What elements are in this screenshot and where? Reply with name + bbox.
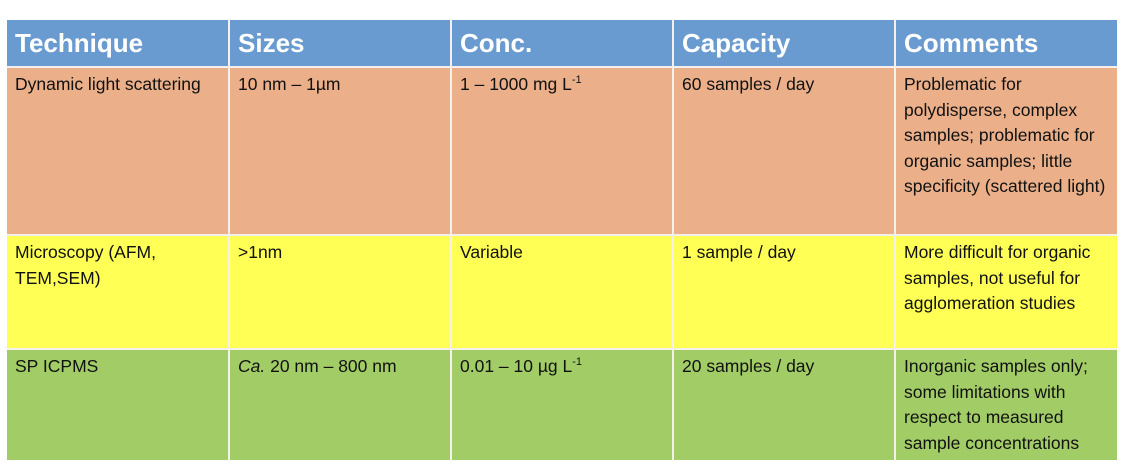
header-capacity: Capacity <box>672 20 896 68</box>
cell-comments: Inorganic samples only; some limitations… <box>894 348 1117 460</box>
conc-exponent: -1 <box>571 74 582 86</box>
conc-value: Variable <box>460 242 523 262</box>
cell-technique: Microscopy (AFM, TEM,SEM) <box>7 234 230 350</box>
header-comments: Comments <box>894 20 1117 68</box>
conc-value: 0.01 – 10 µg L <box>460 356 573 376</box>
cell-comments: More difficult for organic samples, not … <box>894 234 1117 350</box>
cell-sizes: >1nm <box>228 234 452 350</box>
sizes-value: 20 nm – 800 nm <box>265 356 397 376</box>
cell-sizes: Ca. 20 nm – 800 nm <box>228 348 452 460</box>
cell-capacity: 20 samples / day <box>672 348 896 460</box>
header-sizes: Sizes <box>228 20 452 68</box>
cell-sizes: 10 nm – 1µm <box>228 66 452 236</box>
table-row: Microscopy (AFM, TEM,SEM) >1nm Variable … <box>7 234 1117 350</box>
cell-conc: 0.01 – 10 µg L-1 <box>450 348 674 460</box>
cell-comments: Problematic for polydisperse, complex sa… <box>894 66 1117 236</box>
cell-conc: Variable <box>450 234 674 350</box>
cell-technique: SP ICPMS <box>7 348 230 460</box>
table-row: Dynamic light scattering 10 nm – 1µm 1 –… <box>7 66 1117 236</box>
table-row: SP ICPMS Ca. 20 nm – 800 nm 0.01 – 10 µg… <box>7 348 1117 460</box>
techniques-comparison-table: Technique Sizes Conc. Capacity Comments … <box>7 20 1117 460</box>
cell-capacity: 60 samples / day <box>672 66 896 236</box>
header-technique: Technique <box>7 20 230 68</box>
cell-capacity: 1 sample / day <box>672 234 896 350</box>
conc-exponent: -1 <box>572 356 583 368</box>
header-row: Technique Sizes Conc. Capacity Comments <box>7 20 1117 68</box>
header-conc: Conc. <box>450 20 674 68</box>
cell-technique: Dynamic light scattering <box>7 66 230 236</box>
cell-conc: 1 – 1000 mg L-1 <box>450 66 674 236</box>
circa-prefix: Ca. <box>238 356 266 376</box>
conc-value: 1 – 1000 mg L <box>460 74 572 94</box>
